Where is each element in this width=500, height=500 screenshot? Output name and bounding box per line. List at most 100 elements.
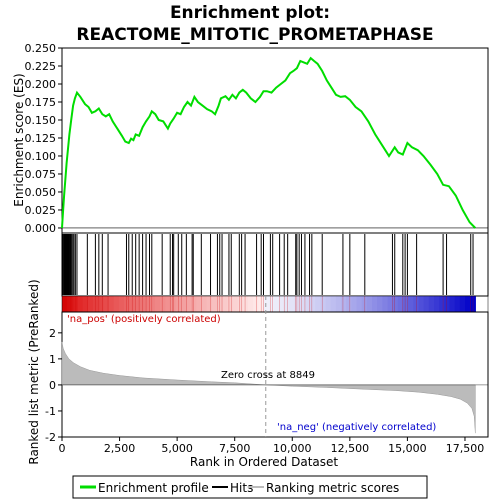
metric-panel (61, 311, 489, 438)
heat-cell (87, 296, 94, 312)
heat-cell (279, 296, 285, 312)
heat-cell (134, 296, 141, 312)
heat-cell (170, 296, 177, 312)
metric-ytick-label: 1 (49, 353, 56, 366)
heat-cell (397, 296, 404, 312)
es-line (61, 56, 477, 229)
heat-cell (227, 296, 234, 312)
heat-cell (268, 296, 275, 312)
heat-cell (186, 296, 192, 312)
neg-label: 'na_neg' (negatively correlated) (277, 422, 436, 433)
xtick-label: 10,000 (273, 442, 312, 455)
heat-cell (77, 296, 84, 312)
xtick-label: 7,500 (219, 442, 251, 455)
heat-cell (330, 296, 337, 312)
heat-cell (232, 296, 239, 312)
heat-cell (325, 296, 332, 312)
es-ytick-label: 0.025 (25, 204, 57, 217)
metric-area-group (61, 296, 488, 437)
legend-hits-label: Hits (230, 481, 253, 495)
heat-cell (144, 296, 151, 312)
heat-cell (366, 296, 373, 312)
legend-es-label: Enrichment profile (98, 481, 209, 495)
heat-cell (304, 296, 311, 312)
heat-cell (108, 296, 115, 312)
heat-cell (206, 296, 213, 312)
es-ytick-label: 0.150 (25, 114, 57, 127)
zero-cross-label: Zero cross at 8849 (221, 370, 315, 381)
es-ytick-label: 0.050 (25, 186, 57, 199)
heat-cell (124, 296, 130, 312)
hits-panel (61, 232, 489, 297)
metric-ytick-label: -1 (45, 405, 56, 418)
heat-cell (387, 296, 394, 312)
heat-cell (459, 296, 466, 312)
metric-y-axis: -2 -1 0 1 2 (45, 327, 62, 444)
heat-cell (273, 296, 280, 312)
heat-cell (149, 296, 156, 312)
es-ytick-label: 0.250 (25, 42, 57, 55)
heat-cell (113, 296, 120, 312)
chart-title-line2: REACTOME_MITOTIC_PROMETAPHASE (76, 25, 433, 45)
heat-cell (242, 296, 249, 312)
xtick-label: 5,000 (161, 442, 193, 455)
heat-cell (165, 296, 172, 312)
es-ytick-label: 0.175 (25, 96, 57, 109)
heat-cell (201, 296, 208, 312)
heat-cell (175, 296, 182, 312)
xtick-label: 17,500 (446, 442, 485, 455)
xtick-label: 12,500 (331, 442, 370, 455)
heat-cell (222, 296, 228, 312)
heat-cell (351, 296, 358, 312)
heat-cell (341, 296, 347, 312)
heat-cell (263, 296, 270, 312)
heat-cell (428, 296, 435, 312)
metric-ytick-label: -2 (45, 431, 56, 444)
heat-cell (439, 296, 445, 312)
heat-cell (413, 296, 420, 312)
heat-cell (103, 296, 110, 312)
heat-cell (392, 296, 399, 312)
es-line-group (61, 56, 488, 229)
es-ytick-label: 0.225 (25, 60, 57, 73)
heat-cell (248, 296, 254, 312)
heat-cell (361, 296, 368, 312)
heat-cell (320, 296, 327, 312)
es-ytick-label: 0.125 (25, 132, 57, 145)
metric-ytick-label: 2 (49, 327, 56, 340)
es-ytick-label: 0.100 (25, 150, 57, 163)
heat-cell (93, 296, 99, 312)
x-label: Rank in Ordered Dataset (190, 455, 338, 469)
heat-cell (418, 296, 425, 312)
heat-cell (377, 296, 383, 312)
heat-cell (434, 296, 440, 312)
heat-cell (211, 296, 218, 312)
heat-cell (118, 296, 125, 312)
chart-title-line1: Enrichment plot: (170, 3, 330, 23)
heat-cell (346, 296, 352, 312)
x-axis: 0 2,500 5,000 7,500 10,000 12,500 15,000 17,500 (59, 437, 485, 455)
ranked-heat-bar (61, 295, 489, 313)
heat-cell (160, 296, 166, 312)
heat-cell (98, 296, 104, 312)
heat-cell (82, 296, 89, 312)
heat-cell (423, 296, 430, 312)
heat-cell (299, 296, 306, 312)
heat-cell (403, 296, 409, 312)
xtick-label: 0 (59, 442, 66, 455)
heat-cell (284, 296, 290, 312)
heat-cell (444, 296, 451, 312)
es-ytick-label: 0.000 (25, 222, 57, 235)
heat-cell (382, 296, 389, 312)
heat-cell (253, 296, 259, 312)
es-panel (61, 47, 489, 234)
pos-label: 'na_pos' (positively correlated) (67, 314, 221, 325)
es-y-axis: 0.000 0.025 0.050 0.075 0.100 0.125 0.150 0.175… (25, 42, 62, 235)
heat-cell (294, 296, 301, 312)
heat-cell (191, 296, 197, 312)
heat-cell (289, 296, 296, 312)
heat-cell (356, 296, 363, 312)
es-ytick-label: 0.075 (25, 168, 57, 181)
heat-cell (180, 296, 187, 312)
